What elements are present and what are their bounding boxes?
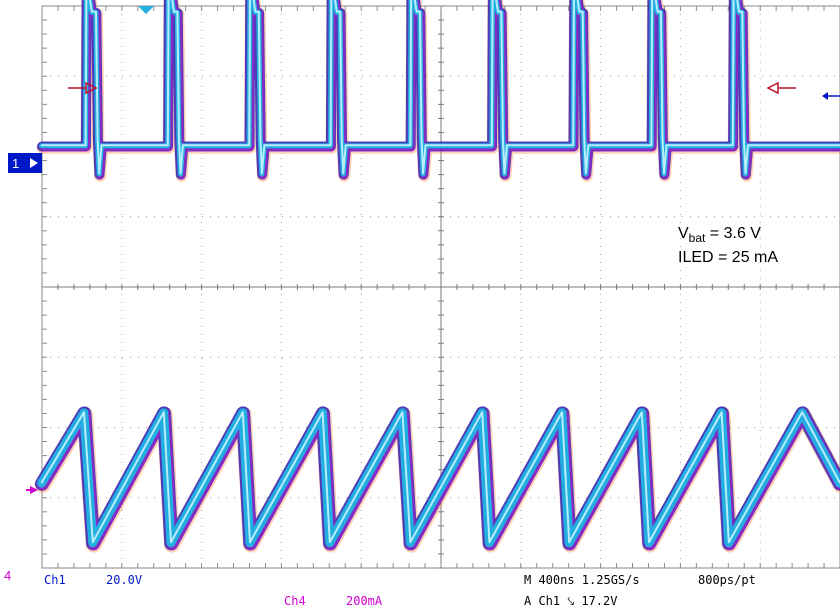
trigger-readout: A Ch1 ⤥ 17.2V bbox=[524, 594, 617, 608]
trigger-level-arrow-right bbox=[766, 81, 796, 95]
resolution-readout: 800ps/pt bbox=[698, 573, 756, 587]
ch4-scale: 200mA bbox=[346, 594, 383, 608]
ch4-trace-layer-4 bbox=[40, 411, 840, 544]
vbat-annotation: Vbat = 3.6 V bbox=[678, 225, 761, 245]
ch4-label: Ch4 bbox=[284, 594, 306, 608]
ch1-scale: 20.0V bbox=[106, 573, 142, 587]
trigger-level-arrow-left bbox=[68, 81, 98, 95]
trace-layer bbox=[34, 0, 840, 553]
ch1-offset-arrow bbox=[822, 92, 840, 100]
ch4-ground-marker bbox=[26, 486, 38, 494]
ch1-marker-label: 1 bbox=[12, 156, 19, 171]
ch1-trace-layer-4 bbox=[40, 0, 840, 175]
ch1-ground-marker: 1 bbox=[8, 153, 42, 173]
ch4-marker-label: 4 bbox=[4, 568, 11, 583]
iled-annotation: ILED = 25 mA bbox=[678, 249, 778, 266]
timebase-readout: M 400ns 1.25GS/s bbox=[524, 573, 640, 587]
ch1-label: Ch1 bbox=[44, 573, 66, 587]
trigger-top-marker bbox=[138, 6, 154, 14]
